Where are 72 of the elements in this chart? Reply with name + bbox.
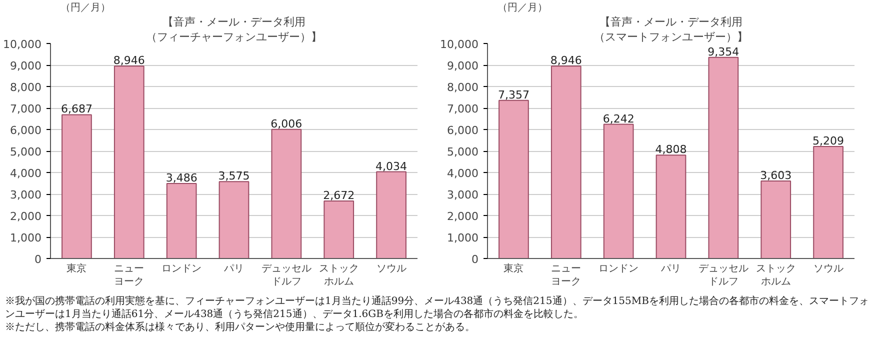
y-tick-label: 6,000 [447,124,479,137]
data-label: 6,242 [602,112,634,126]
y-tick-label: 9,000 [447,60,479,72]
data-label: 6,006 [270,117,302,130]
data-label: 5,209 [812,134,844,148]
bar [550,66,582,258]
y-axis-title: （円／月） [60,2,110,14]
y-tick-label: 0 [472,253,478,266]
y-tick-label: 1,000 [10,232,42,244]
y-tick-label: 4,000 [447,167,479,180]
chart-title: 【音声・メール・データ利用 [162,16,306,28]
x-tick-label: ソウル [376,264,406,274]
bar [114,66,144,258]
y-tick-label: 5,000 [447,146,479,158]
chart-title: 【音声・メール・データ利用 [600,16,742,28]
x-tick-label: パリ [660,264,681,274]
data-label: 3,603 [760,169,792,182]
x-tick-label: パリ [223,264,244,274]
x-tick-label: 東京 [504,262,524,274]
bar [324,200,354,258]
y-tick-label: 10,000 [3,38,42,51]
bar [603,124,634,258]
y-tick-label: 9,000 [10,60,42,72]
bar [376,171,406,258]
x-tick-label: デュッセルドルフ [261,264,312,288]
x-tick-label: ニューヨーク [551,264,582,288]
y-tick-label: 2,000 [447,210,479,223]
y-tick-label: 8,000 [10,81,42,94]
text: ※我が国の携帯電話の利用実態を基に、フィーチャーフォンユーザーは1月当たり通話99分、メール438通（うち発信215通）、データ155MBを利用した場合の各都市の料金を、スマートフォンユーザーは1月当たり通話61分、メール438通（うち発信215通）、データ1.6GBを利用した場合の各都市の料金を比較した。 [5,296,869,320]
x-tick-label: ストックホルム [318,264,359,288]
y-tick-label: 5,000 [10,146,42,158]
y-tick-label: 2,000 [10,210,42,223]
x-tick-label: ストックホルム [756,264,796,288]
x-tick-label: デュッセルドルフ [698,264,748,288]
bar [271,128,302,258]
y-tick-label: 8,000 [447,81,479,94]
bar [218,181,250,258]
x-tick-label: ロンドン [598,264,639,274]
data-label: 8,946 [550,54,582,68]
data-label: 7,357 [498,88,530,102]
chart-subtitle: （フィーチャーフォンユーザー）】 [146,30,322,44]
data-label: 9,354 [708,45,740,58]
x-tick-label: ソウル [813,264,844,274]
y-tick-label: 4,000 [10,167,42,180]
data-label: 6,687 [60,102,92,116]
data-label: 3,575 [218,170,250,183]
data-label: 4,808 [655,143,687,156]
bar [62,114,92,258]
y-tick-label: 3,000 [447,188,479,202]
y-tick-label: 6,000 [10,124,42,137]
bar [708,56,739,258]
chart-subtitle: （スマートフォンユーザー）】 [594,30,748,44]
y-tick-label: 7,000 [10,102,42,116]
x-tick-label: ニューヨーク [114,264,144,288]
bar [656,154,686,258]
bar [498,100,529,258]
y-tick-label: 7,000 [447,102,479,116]
x-tick-label: ロンドン [162,264,202,274]
y-tick-label: 0 [34,253,42,266]
bar [813,146,844,258]
bar [166,183,197,258]
data-label: 2,672 [323,189,355,202]
data-label: 4,034 [376,160,408,173]
y-tick-label: 10,000 [440,38,479,51]
bar [760,180,792,258]
y-tick-label: 1,000 [447,232,479,244]
data-label: 8,946 [113,54,145,68]
text: ※ただし、携帯電話の料金体系は様々であり、利用パターンや使用量によって順位が変わることがある。 [5,322,475,333]
y-axis-title: （円／月） [498,2,548,14]
y-tick-label: 3,000 [10,188,42,202]
x-tick-label: 東京 [66,262,87,274]
data-label: 3,486 [166,172,198,185]
